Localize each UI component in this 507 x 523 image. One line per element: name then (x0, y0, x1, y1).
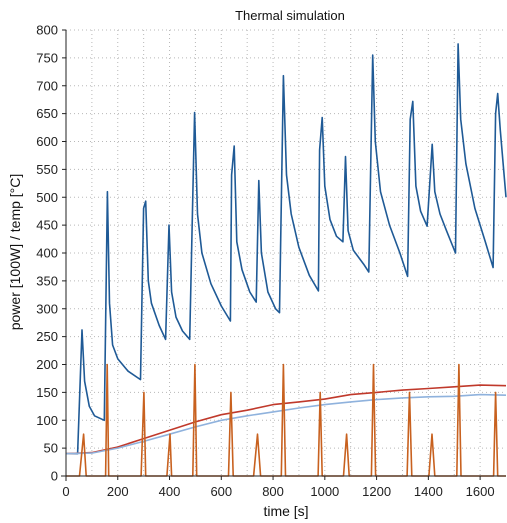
y-tick-label: 50 (44, 441, 58, 456)
x-tick-label: 400 (159, 484, 181, 499)
x-tick-label: 1400 (414, 484, 443, 499)
x-tick-label: 1200 (362, 484, 391, 499)
x-tick-label: 0 (62, 484, 69, 499)
y-tick-label: 400 (36, 246, 58, 261)
y-tick-label: 100 (36, 413, 58, 428)
y-tick-label: 0 (51, 469, 58, 484)
x-tick-label: 1600 (466, 484, 495, 499)
y-tick-label: 300 (36, 301, 58, 316)
ticks: 0 50 100 150 200 250 300 350 400 450 500 550 600 650 7… (36, 23, 494, 500)
y-tick-label: 150 (36, 385, 58, 400)
x-tick-label: 200 (107, 484, 129, 499)
x-tick-label: 800 (262, 484, 284, 499)
x-tick-label: 1000 (310, 484, 339, 499)
y-tick-label: 650 (36, 106, 58, 121)
x-axis-label: time [s] (263, 503, 308, 519)
series-line-2 (65, 384, 507, 455)
y-tick-label: 800 (36, 23, 58, 38)
y-tick-label: 600 (36, 134, 58, 149)
series-line-1 (66, 43, 507, 455)
series-layer (65, 43, 507, 477)
y-tick-label: 250 (36, 329, 58, 344)
axes (61, 30, 506, 481)
series-line-4 (66, 363, 506, 477)
y-tick-label: 700 (36, 78, 58, 93)
series-line-3 (65, 393, 507, 455)
y-tick-label: 500 (36, 190, 58, 205)
y-axis-label: power [100W] / temp [°C] (7, 174, 23, 331)
y-tick-label: 200 (36, 357, 58, 372)
y-tick-label: 350 (36, 273, 58, 288)
y-tick-label: 750 (36, 50, 58, 65)
x-tick-label: 600 (210, 484, 232, 499)
y-tick-label: 550 (36, 162, 58, 177)
chart-title: Thermal simulation (235, 8, 345, 23)
y-tick-label: 450 (36, 218, 58, 233)
